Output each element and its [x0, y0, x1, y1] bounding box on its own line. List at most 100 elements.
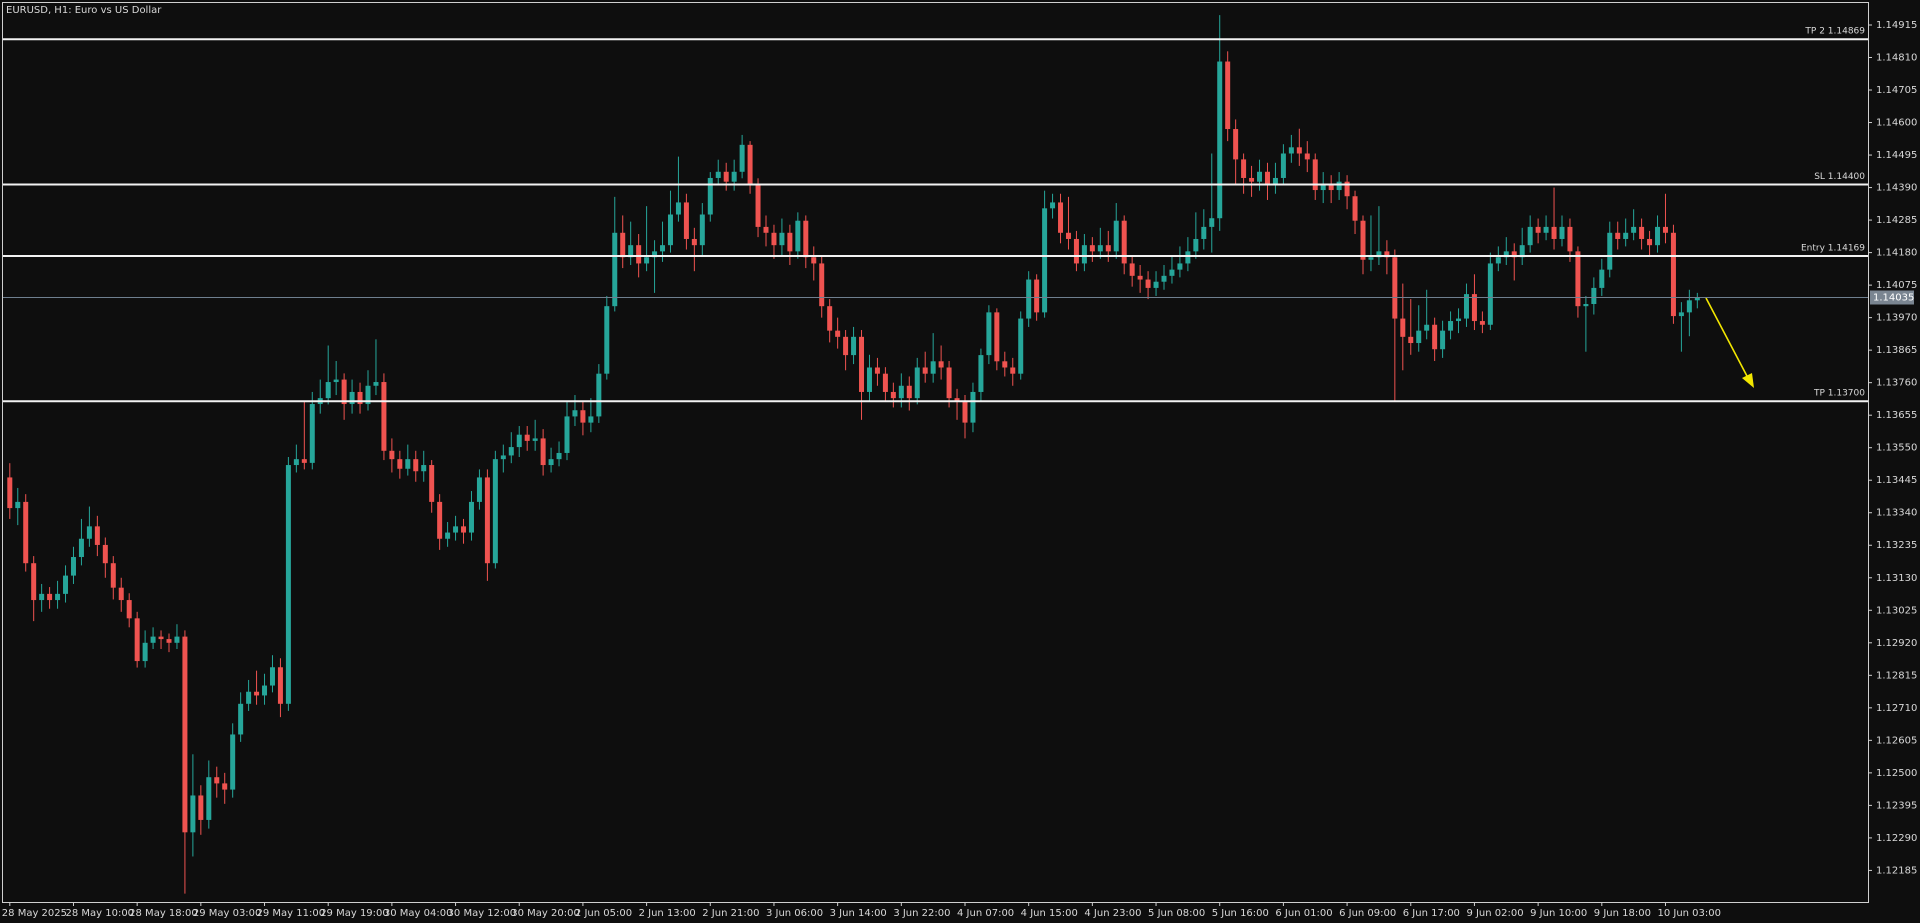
candle-body [1495, 257, 1501, 264]
candle-body [1272, 177, 1278, 184]
candle-body [190, 795, 196, 833]
candle-body [763, 226, 769, 233]
candle-body [1296, 147, 1302, 154]
x-tick-label: 5 Jun 08:00 [1148, 908, 1205, 919]
candle-body [922, 367, 928, 374]
candle-body [548, 459, 554, 466]
candle-body [739, 144, 745, 172]
candle-body [524, 434, 530, 441]
candle-body [914, 367, 920, 399]
candle-body [675, 202, 681, 215]
last-price-tag [1870, 290, 1914, 305]
candle-body [1081, 245, 1087, 264]
y-tick-label: 1.13760 [1876, 378, 1917, 389]
y-tick-label: 1.12290 [1876, 833, 1917, 844]
x-tick-label: 6 Jun 01:00 [1275, 908, 1332, 919]
candle-body [827, 306, 833, 331]
candle-body [1264, 171, 1270, 184]
y-tick-label: 1.13025 [1876, 605, 1917, 616]
candle-body [373, 382, 379, 386]
x-tick-label: 29 May 19:00 [320, 908, 389, 919]
x-tick-label: 30 May 20:00 [511, 908, 580, 919]
candle-body [779, 232, 785, 246]
candle-body [588, 416, 594, 423]
candle-body [946, 367, 952, 399]
candle-body [254, 691, 260, 696]
candle-body [1026, 279, 1032, 319]
candle-body [437, 501, 443, 539]
candle-body [644, 257, 650, 264]
candle-body [1312, 159, 1318, 191]
candle-body [214, 777, 220, 784]
x-tick-label: 2 Jun 05:00 [575, 908, 632, 919]
candle-body [819, 263, 825, 307]
candle-body [747, 144, 753, 184]
y-tick-label: 1.14285 [1876, 215, 1917, 226]
candle-body [1511, 251, 1517, 258]
last-price-label: 1.14035 [1873, 293, 1914, 304]
candle-body [612, 232, 618, 307]
candle-body [1551, 226, 1557, 239]
candle-body [1169, 269, 1175, 276]
candle-body [699, 214, 705, 246]
candle-body [1320, 183, 1326, 191]
y-tick-label: 1.12500 [1876, 768, 1917, 779]
x-tick-label: 6 Jun 09:00 [1339, 908, 1396, 919]
candle-body [811, 257, 817, 264]
candle-body [652, 251, 658, 258]
candle-body [1591, 287, 1597, 305]
x-tick-label: 3 Jun 14:00 [830, 908, 887, 919]
candle-body [731, 171, 737, 182]
candle-body [795, 220, 801, 252]
candle-body [707, 177, 713, 215]
y-tick-label: 1.13970 [1876, 313, 1917, 324]
candle-body [1639, 226, 1645, 239]
candle-body [906, 385, 912, 399]
candle-body [1034, 279, 1040, 313]
candle-body [660, 245, 666, 252]
candle-body [564, 416, 570, 453]
x-tick-label: 4 Jun 15:00 [1021, 908, 1078, 919]
candle-body [1662, 226, 1668, 233]
candle-body [134, 618, 140, 662]
candle-body [1647, 238, 1653, 246]
candle-body [349, 391, 355, 405]
candle-body [851, 336, 857, 356]
level-label: TP 2 1.14869 [1804, 27, 1865, 37]
candle-body [206, 777, 212, 820]
candle-body [429, 465, 435, 502]
candle-body [962, 401, 968, 423]
y-tick-label: 1.14180 [1876, 248, 1917, 259]
candle-body [1042, 208, 1048, 313]
candle-body [1201, 226, 1207, 239]
candle-body [15, 501, 21, 509]
y-tick-label: 1.14495 [1876, 150, 1917, 161]
candle-body [453, 526, 459, 533]
x-tick-label: 29 May 03:00 [193, 908, 262, 919]
candle-body [1161, 275, 1167, 282]
candle-body [859, 336, 865, 392]
candle-body [1527, 226, 1533, 246]
candle-body [47, 593, 53, 601]
candle-body [1065, 232, 1071, 239]
candle-body [1456, 318, 1462, 322]
candle-body [1288, 147, 1294, 154]
x-tick-label: 3 Jun 22:00 [893, 908, 950, 919]
candle-body [1145, 279, 1151, 288]
candle-body [405, 459, 411, 469]
candle-body [500, 455, 506, 460]
candle-body [1193, 238, 1199, 252]
candle-body [683, 202, 689, 239]
y-tick-label: 1.12920 [1876, 638, 1917, 649]
candle-body [325, 382, 331, 399]
candle-body [1360, 220, 1366, 260]
candle-body [1257, 171, 1263, 182]
candle-body [1686, 300, 1692, 313]
signal-arrow [1705, 297, 1754, 388]
candle-body [1416, 330, 1422, 344]
candle-body [1368, 257, 1374, 260]
candle-body [1018, 318, 1024, 374]
candle-body [715, 171, 721, 178]
candle-body [667, 214, 673, 246]
candle-body [1432, 324, 1438, 350]
